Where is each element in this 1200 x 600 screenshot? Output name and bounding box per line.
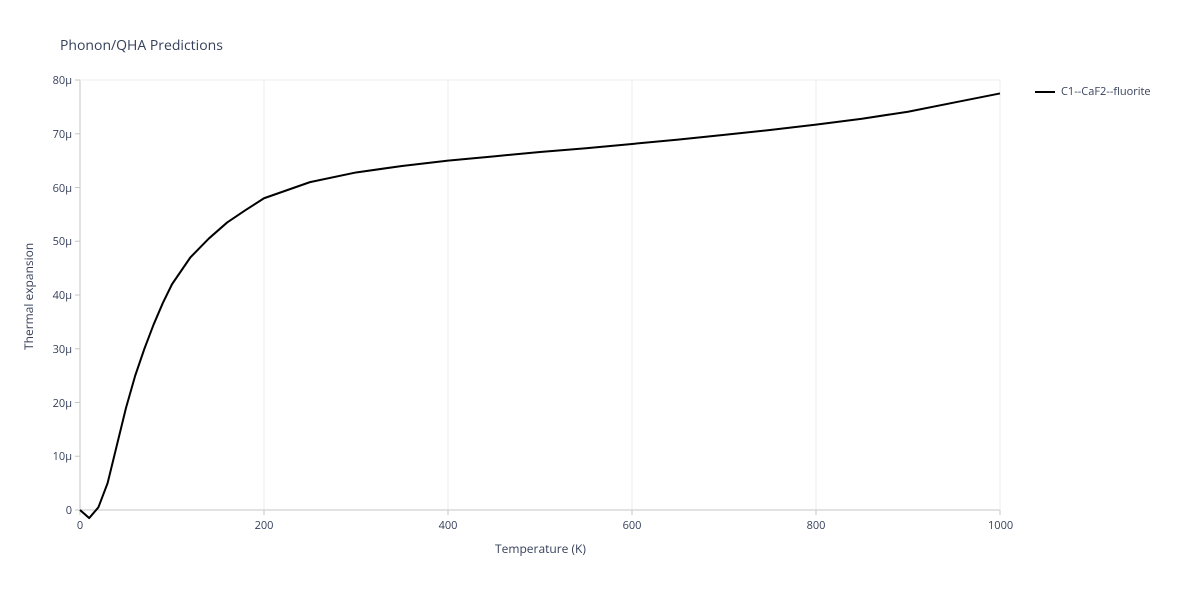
y-tick-label: 10μ xyxy=(53,449,72,464)
x-tick-label: 0 xyxy=(68,518,92,533)
y-tick-label: 20μ xyxy=(53,396,72,411)
legend: C1--CaF2--fluorite xyxy=(1035,84,1151,99)
y-tick-label: 50μ xyxy=(53,234,72,249)
chart-title: Phonon/QHA Predictions xyxy=(60,36,223,55)
y-tick-label: 30μ xyxy=(53,342,72,357)
x-tick-label: 600 xyxy=(620,518,644,533)
legend-line-icon xyxy=(1035,91,1055,93)
x-axis-label: Temperature (K) xyxy=(495,540,586,557)
y-axis-label: Thermal expansion xyxy=(20,243,37,350)
x-tick-label: 800 xyxy=(804,518,828,533)
x-tick-label: 200 xyxy=(252,518,276,533)
chart-svg xyxy=(0,0,1200,600)
x-tick-label: 1000 xyxy=(988,518,1012,533)
x-tick-label: 400 xyxy=(436,518,460,533)
y-tick-label: 0 xyxy=(66,503,72,518)
y-tick-label: 80μ xyxy=(53,73,72,88)
chart-container: { "chart": { "type": "line", "title": "P… xyxy=(0,0,1200,600)
legend-label: C1--CaF2--fluorite xyxy=(1061,84,1151,99)
y-tick-label: 60μ xyxy=(53,181,72,196)
y-tick-label: 70μ xyxy=(53,127,72,142)
y-tick-label: 40μ xyxy=(53,288,72,303)
